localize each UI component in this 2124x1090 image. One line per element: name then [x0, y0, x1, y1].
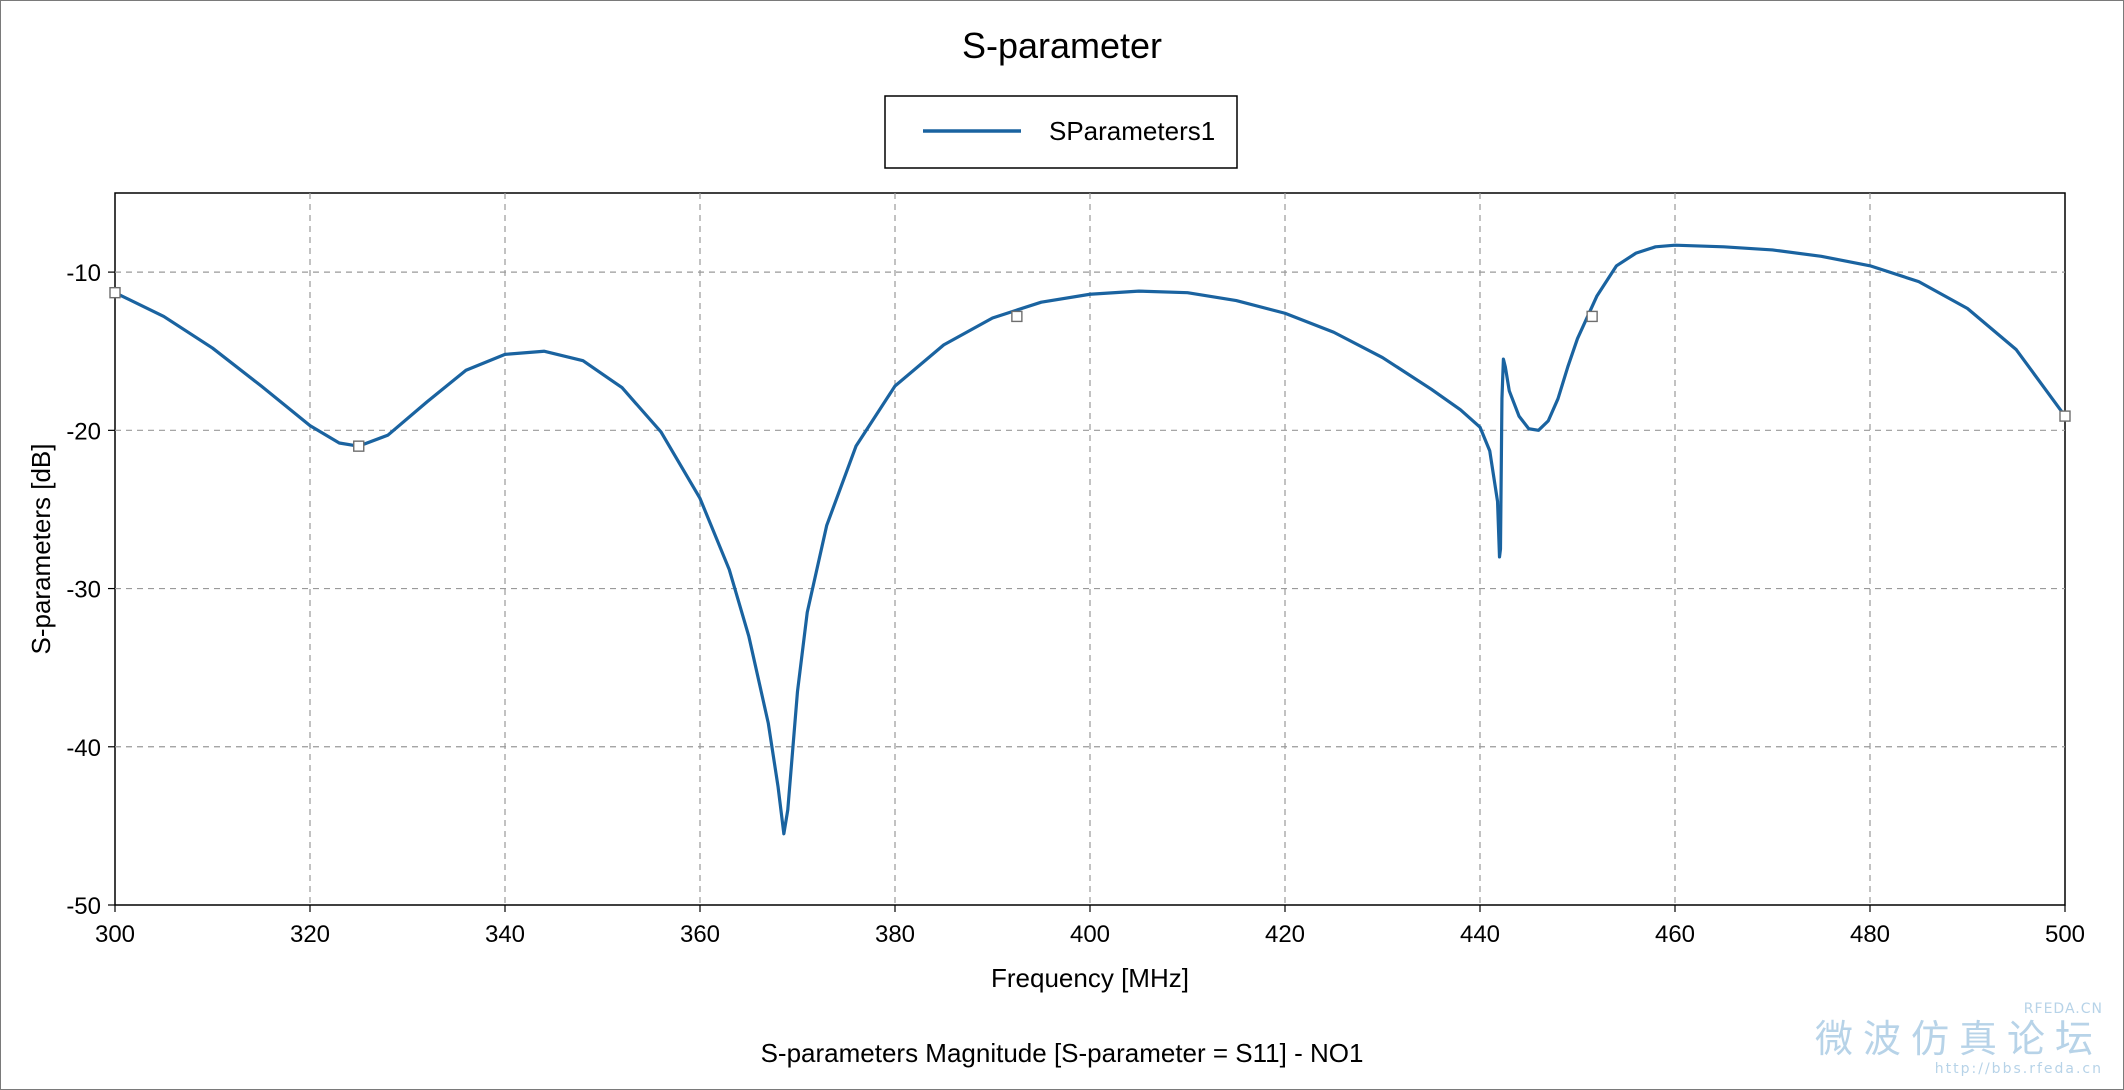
x-axis-ticks: 300 320 340 360 380 400 420 440 460 480 500 — [95, 905, 2085, 948]
chart-footer: S-parameters Magnitude [S-parameter = S1… — [761, 1038, 1364, 1068]
legend: SParameters1 — [884, 95, 1238, 169]
x-tick-label: 460 — [1655, 921, 1695, 948]
data-marker — [1011, 310, 1023, 323]
y-tick-label: -50 — [66, 893, 101, 920]
y-tick-label: -40 — [66, 735, 101, 762]
marker-layer — [109, 286, 2071, 452]
y-axis-label: S-parameters [dB] — [26, 444, 56, 655]
x-axis-label: Frequency [MHz] — [991, 963, 1189, 993]
x-tick-label: 360 — [680, 921, 720, 948]
series-line-sparameters1 — [114, 243, 2067, 836]
legend-label: SParameters1 — [1049, 116, 1215, 146]
watermark-chinese: 微波仿真论坛 — [1814, 1017, 2103, 1061]
series-layer — [114, 243, 2067, 836]
x-tick-label: 440 — [1460, 921, 1500, 948]
data-marker — [109, 286, 121, 299]
data-marker — [2059, 410, 2071, 422]
y-tick-label: -20 — [66, 418, 101, 445]
watermark: RFEDA.CN 微波仿真论坛 http://bbs.rfeda.cn — [1815, 1001, 2103, 1077]
x-tick-label: 500 — [2045, 921, 2085, 948]
x-tick-label: 380 — [875, 921, 915, 948]
x-tick-label: 300 — [95, 921, 135, 948]
x-tick-label: 420 — [1265, 921, 1305, 948]
data-marker — [353, 440, 365, 452]
chart-title: S-parameter — [962, 25, 1162, 66]
grid-lines — [115, 193, 2065, 905]
x-tick-label: 320 — [290, 921, 330, 948]
y-tick-label: -10 — [66, 260, 101, 287]
x-tick-label: 480 — [1850, 921, 1890, 948]
watermark-brand: RFEDA.CN — [2023, 1001, 2103, 1017]
x-tick-label: 340 — [485, 921, 525, 948]
y-tick-label: -30 — [66, 577, 101, 604]
watermark-url: http://bbs.rfeda.cn — [1934, 1061, 2103, 1077]
data-marker — [1586, 310, 1598, 323]
x-tick-label: 400 — [1070, 921, 1110, 948]
y-axis-ticks: -10 -20 -30 -40 -50 — [66, 260, 115, 920]
